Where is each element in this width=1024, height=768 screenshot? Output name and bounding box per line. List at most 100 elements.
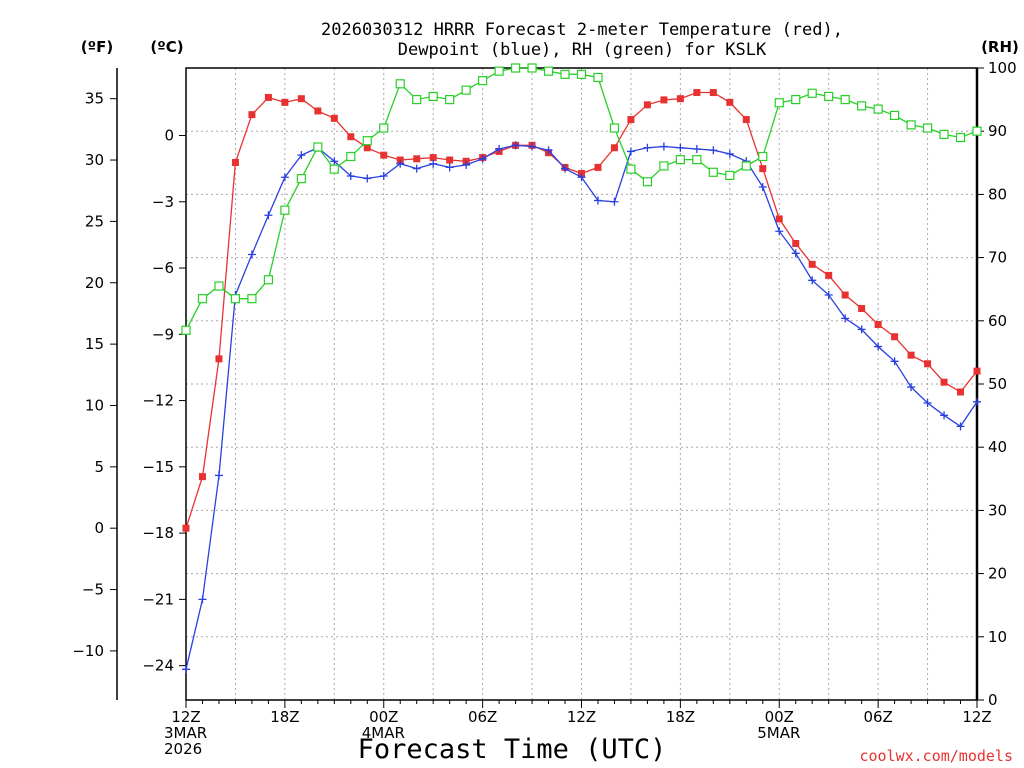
c-tick-label: −9 — [152, 325, 174, 343]
series-layer — [181, 63, 982, 674]
rh-point — [412, 94, 422, 105]
x-tick-label: 00Z — [765, 708, 794, 726]
dewpoint-point — [363, 174, 372, 183]
dewpoint-point — [676, 143, 685, 152]
temperature-point — [825, 271, 833, 279]
c-tick-label: 0 — [164, 126, 174, 144]
temperature-point — [726, 98, 734, 106]
rh-point — [873, 104, 883, 114]
rh-point — [181, 325, 191, 335]
axes — [110, 67, 984, 708]
dewpoint-point — [379, 171, 388, 180]
rh-tick-label: 20 — [988, 565, 1007, 583]
rh-point — [214, 281, 224, 291]
temperature-point — [314, 107, 322, 115]
rh-point — [313, 142, 323, 152]
rh-point — [346, 151, 356, 162]
temperature-point — [281, 98, 289, 106]
dewpoint-point — [923, 399, 932, 408]
x-tick-label: 12Z — [962, 708, 991, 726]
rh-point — [692, 155, 702, 165]
c-tick-label: −12 — [142, 392, 174, 410]
chart-title-line-1: 2026030312 HRRR Forecast 2-meter Tempera… — [321, 20, 843, 40]
dewpoint-point — [692, 144, 701, 153]
temperature-point — [347, 133, 355, 141]
dewpoint-point — [396, 159, 405, 168]
temperature-point — [841, 291, 849, 299]
dewpoint-point — [824, 291, 833, 300]
temperature-point — [907, 351, 915, 359]
temperature-point — [973, 367, 981, 375]
temperature-point — [742, 116, 750, 124]
dewpoint-point — [775, 227, 784, 236]
x-tick-label: 5MAR — [757, 724, 800, 742]
x-tick-label: 00Z — [369, 708, 398, 726]
rh-point — [494, 66, 504, 76]
rh-point — [230, 294, 241, 304]
temperature-point — [709, 89, 717, 97]
dewpoint-point — [940, 411, 949, 420]
x-tick-label: 06Z — [863, 708, 892, 726]
dewpoint-point — [445, 163, 454, 172]
dewpoint-point — [841, 314, 850, 323]
temperature-point — [413, 155, 421, 163]
rh-axis-unit: (RH) — [981, 38, 1019, 56]
temperature-point — [330, 114, 338, 122]
temperature-point — [182, 524, 190, 532]
rh-point — [955, 132, 966, 143]
temperature-point — [924, 360, 932, 368]
dewpoint-point — [561, 164, 570, 173]
rh-point — [642, 177, 653, 187]
dewpoint-point — [626, 147, 635, 156]
rh-point — [972, 126, 982, 136]
f-tick-label: −5 — [82, 581, 104, 599]
dewpoint-point — [973, 397, 981, 406]
dewpoint-point — [412, 164, 421, 173]
temperature-point — [874, 320, 882, 328]
temperature-point — [215, 355, 223, 363]
c-tick-label: −24 — [142, 657, 174, 675]
dewpoint-point — [544, 146, 553, 155]
credit-text: coolwx.com/models — [859, 747, 1013, 765]
x-tick-label: 4MAR — [362, 724, 405, 742]
dewpoint-point — [528, 142, 537, 151]
c-tick-label: −15 — [142, 458, 174, 476]
temperature-point — [264, 93, 272, 101]
f-tick-label: 20 — [85, 274, 104, 292]
dewpoint-point — [725, 149, 734, 158]
dewpoint-point — [659, 142, 668, 151]
c-tick-label: −18 — [142, 524, 174, 542]
rh-point — [725, 170, 735, 181]
temperature-point — [446, 156, 454, 164]
dewpoint-point — [429, 159, 438, 168]
dewpoint-point — [462, 160, 471, 169]
rh-point — [560, 69, 570, 79]
rh-point — [263, 275, 273, 285]
dewpoint-point — [330, 157, 339, 166]
temperature-point — [610, 144, 618, 152]
c-tick-label: −6 — [152, 259, 174, 277]
chart-title-line-2: Dewpoint (blue), RH (green) for KSLK — [398, 40, 767, 60]
rh-tick-label: 60 — [988, 312, 1007, 330]
dewpoint-point — [643, 143, 652, 152]
temperature-point — [363, 144, 371, 152]
temperature-point — [858, 305, 866, 313]
rh-tick-label: 50 — [988, 375, 1007, 393]
f-tick-label: 15 — [85, 335, 104, 353]
dewpoint-point — [890, 357, 899, 366]
rh-tick-label: 90 — [988, 122, 1007, 140]
dewpoint-point — [791, 249, 800, 258]
rh-point — [906, 120, 916, 130]
f-tick-label: 0 — [94, 519, 104, 537]
rh-point — [791, 94, 801, 105]
dewpoint-point — [247, 250, 256, 259]
rh-point — [543, 66, 554, 76]
temperature-point — [660, 96, 668, 104]
temperature-point — [594, 163, 602, 171]
x-tick-label: 06Z — [468, 708, 497, 726]
temperature-point — [248, 111, 256, 119]
temperature-point — [792, 239, 800, 247]
rh-point — [576, 69, 587, 79]
dewpoint-point — [346, 171, 355, 180]
